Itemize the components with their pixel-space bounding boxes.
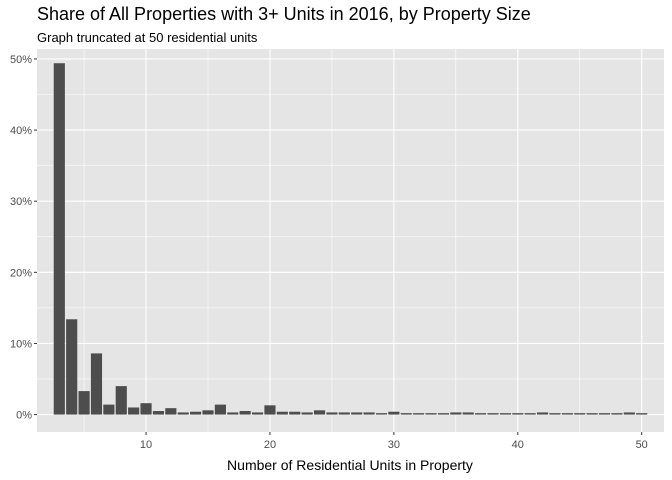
x-tick-label: 40 [512, 439, 524, 451]
bar [536, 412, 549, 415]
bar [214, 404, 226, 415]
bar [462, 412, 474, 415]
bar [512, 413, 524, 415]
plot-panel [37, 49, 664, 432]
chart-title: Share of All Properties with 3+ Units in… [37, 4, 531, 24]
bar [276, 411, 288, 415]
x-tick-label: 20 [264, 439, 276, 451]
bar [289, 411, 301, 415]
x-axis: 10 20 30 40 50 [140, 432, 648, 451]
bar [524, 413, 536, 415]
bar [326, 412, 338, 415]
x-tick-label: 30 [388, 439, 400, 451]
bar [425, 413, 437, 415]
bar [251, 412, 264, 415]
bar [140, 403, 152, 415]
bar [115, 386, 127, 415]
bar [363, 412, 375, 415]
bar [338, 412, 350, 415]
bar [561, 413, 573, 415]
bar [636, 413, 648, 415]
bar [190, 411, 202, 415]
bar [586, 413, 598, 415]
y-tick-label: 10% [10, 338, 32, 350]
y-tick-label: 0% [16, 410, 32, 422]
bar [400, 413, 412, 415]
bar [437, 413, 450, 415]
bar [598, 413, 611, 415]
y-tick-label: 30% [10, 196, 32, 208]
bar [90, 353, 103, 415]
bar [574, 413, 586, 415]
bars [53, 63, 648, 415]
bar [475, 413, 487, 415]
bar [264, 405, 276, 415]
y-tick-label: 50% [10, 54, 32, 66]
grid-minor [37, 49, 664, 432]
bar [239, 411, 251, 415]
x-axis-title: Number of Residential Units in Property [227, 457, 473, 473]
bar [128, 407, 140, 415]
bar [611, 413, 623, 415]
bar [202, 410, 214, 415]
bar [388, 411, 400, 415]
x-tick-label: 50 [636, 439, 648, 451]
bar [549, 413, 561, 415]
bar [78, 391, 90, 415]
y-axis: 0% 10% 20% 30% 40% 50% [10, 54, 37, 422]
bar [499, 413, 511, 415]
chart-subtitle: Graph truncated at 50 residential units [37, 30, 258, 45]
bar [227, 412, 239, 415]
bar [66, 319, 78, 415]
bar [623, 412, 635, 415]
bar [152, 411, 165, 415]
bar [301, 412, 313, 415]
bar [165, 408, 177, 415]
x-tick-label: 10 [140, 439, 152, 451]
bar [53, 63, 65, 415]
y-tick-label: 20% [10, 267, 32, 279]
bar [413, 413, 425, 415]
bar [450, 412, 462, 415]
bar [487, 413, 499, 415]
bar [103, 404, 115, 415]
bar [375, 413, 388, 415]
bar [351, 412, 363, 415]
bar [177, 412, 189, 415]
bar [313, 410, 326, 415]
y-tick-label: 40% [10, 125, 32, 137]
